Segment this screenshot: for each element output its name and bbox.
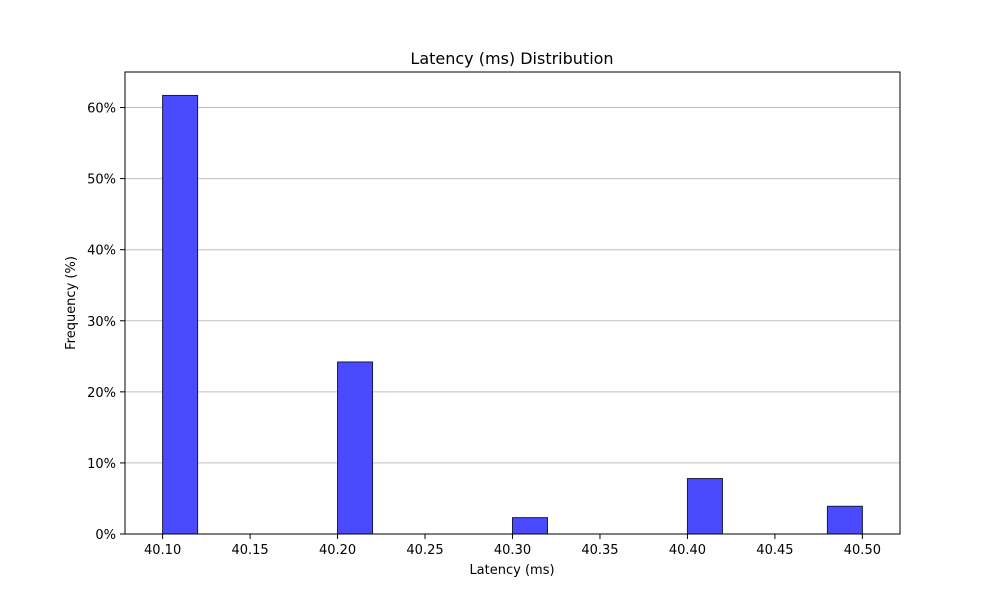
y-tick-label: 40% [87, 244, 116, 259]
x-tick-label: 40.40 [669, 543, 706, 558]
bars [162, 94, 863, 535]
y-tick-label: 30% [87, 315, 116, 330]
histogram-bar [512, 517, 548, 535]
y-axis: 0% 10% 20% 30% 40% 50% 60% [87, 102, 125, 543]
x-axis: 40.10 40.15 40.20 40.25 40.30 40.35 40.40 40.45… [144, 534, 881, 558]
x-tick-label: 40.45 [756, 543, 793, 558]
y-axis-label: Frequency (%) [64, 256, 79, 350]
x-tick-label: 40.35 [581, 543, 618, 558]
chart-title: Latency (ms) Distribution [410, 49, 613, 68]
x-tick-label: 40.30 [494, 543, 531, 558]
plot-frame [124, 71, 901, 535]
x-axis-label: Latency (ms) [469, 563, 554, 578]
y-tick-label: 50% [87, 173, 116, 188]
x-tick-label: 40.10 [144, 543, 181, 558]
y-tick-label: 60% [87, 102, 116, 117]
y-tick-label: 20% [87, 386, 116, 401]
x-tick-label: 40.50 [844, 543, 881, 558]
histogram-bar [337, 361, 374, 535]
grid-lines [125, 107, 900, 464]
y-tick-label: 10% [87, 457, 116, 472]
histogram-bar [162, 94, 199, 535]
histogram-bar [826, 505, 863, 535]
x-tick-label: 40.20 [319, 543, 356, 558]
histogram-bar [686, 478, 723, 535]
x-tick-label: 40.15 [231, 543, 268, 558]
y-tick-label: 0% [95, 528, 116, 543]
x-tick-label: 40.25 [406, 543, 443, 558]
